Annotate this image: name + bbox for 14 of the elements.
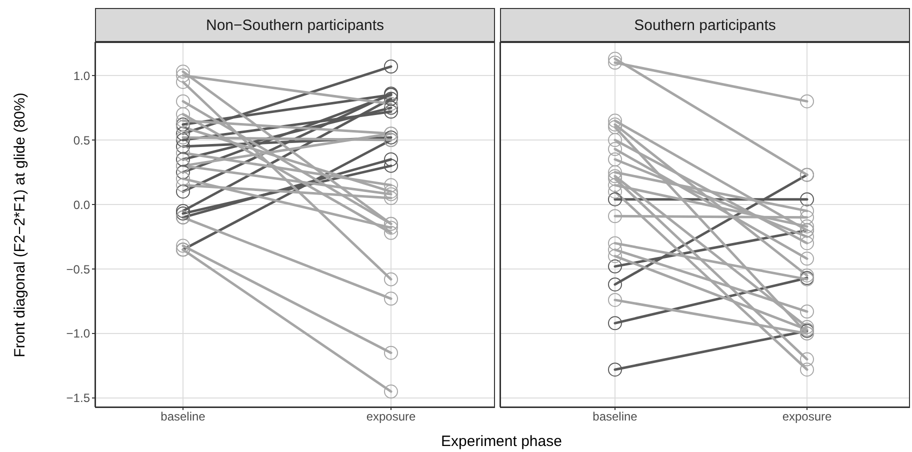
y-tick-label: −0.5 xyxy=(66,262,90,276)
x-tick-label: baseline xyxy=(160,410,206,424)
x-axis-title: Experiment phase xyxy=(440,433,563,450)
y-tick-label: −1.0 xyxy=(66,326,90,341)
y-axis-title: Front diagonal (F2−2*F1) at glide (80%) xyxy=(12,92,28,358)
chart-title: Southern participants xyxy=(634,16,776,34)
x-tick-label: exposure xyxy=(366,410,416,424)
y-tick-label: 0.0 xyxy=(73,198,90,212)
y-tick-label: 0.5 xyxy=(73,133,90,148)
x-tick-label: exposure xyxy=(782,410,832,424)
y-tick-label: −1.5 xyxy=(66,391,90,406)
chart-title: Non−Southern participants xyxy=(206,16,384,34)
y-tick-label: 1.0 xyxy=(73,68,90,83)
x-tick-label: baseline xyxy=(592,410,638,424)
